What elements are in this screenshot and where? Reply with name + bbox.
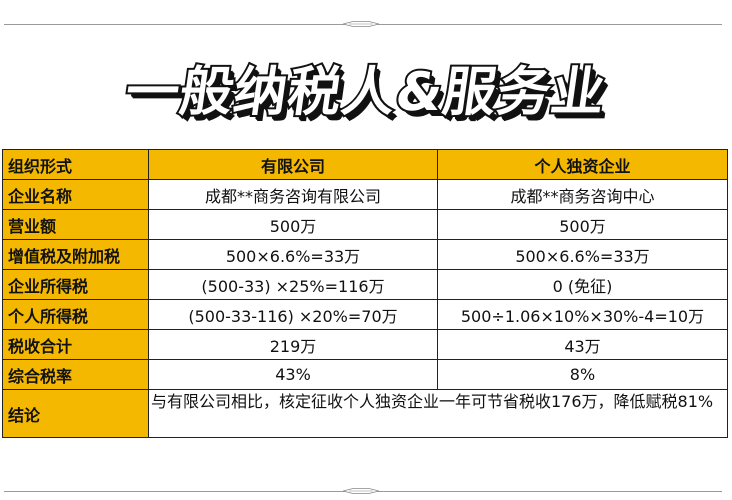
- table-row: 税收合计 219万 43万: [2, 329, 728, 360]
- row-label-cell: 企业所得税: [2, 269, 149, 300]
- row-label-cell: 税收合计: [2, 329, 149, 360]
- table-header-row: 组织形式 有限公司 个人独资企业: [2, 149, 728, 180]
- header-sole-proprietorship-cell: 个人独资企业: [437, 149, 728, 180]
- sole-proprietorship-cell: 8%: [437, 359, 728, 390]
- comparison-table: 组织形式 有限公司 个人独资企业 企业名称 成都**商务咨询有限公司 成都**商…: [2, 149, 728, 438]
- page-title-container: 一般纳税人&服务业: [0, 58, 732, 128]
- sole-proprietorship-cell: 0 (免征): [437, 269, 728, 300]
- limited-company-cell: 219万: [148, 329, 438, 360]
- sole-proprietorship-cell: 500万: [437, 209, 728, 240]
- sole-proprietorship-cell: 500÷1.06×10%×30%-4=10万: [437, 299, 728, 330]
- conclusion-label-cell: 结论: [2, 389, 149, 438]
- row-label-cell: 个人所得税: [2, 299, 149, 330]
- limited-company-cell: 500×6.6%=33万: [148, 239, 438, 270]
- row-label-cell: 营业额: [2, 209, 149, 240]
- sole-proprietorship-cell: 成都**商务咨询中心: [437, 179, 728, 210]
- row-label-cell: 综合税率: [2, 359, 149, 390]
- limited-company-cell: 成都**商务咨询有限公司: [148, 179, 438, 210]
- sole-proprietorship-cell: 43万: [437, 329, 728, 360]
- table-row: 个人所得税 (500-33-116) ×20%=70万 500÷1.06×10%…: [2, 299, 728, 330]
- table-row: 营业额 500万 500万: [2, 209, 728, 240]
- page-title: 一般纳税人&服务业: [120, 60, 612, 125]
- row-label-cell: 增值税及附加税: [2, 239, 149, 270]
- top-divider-ornament: [343, 21, 379, 27]
- table-row: 综合税率 43% 8%: [2, 359, 728, 390]
- table-row: 增值税及附加税 500×6.6%=33万 500×6.6%=33万: [2, 239, 728, 270]
- limited-company-cell: (500-33-116) ×20%=70万: [148, 299, 438, 330]
- row-label-cell: 企业名称: [2, 179, 149, 210]
- conclusion-text-cell: 与有限公司相比，核定征收个人独资企业一年可节省税收176万，降低赋税81%: [148, 389, 728, 438]
- sole-proprietorship-cell: 500×6.6%=33万: [437, 239, 728, 270]
- conclusion-row: 结论 与有限公司相比，核定征收个人独资企业一年可节省税收176万，降低赋税81%: [2, 389, 728, 438]
- header-limited-company-cell: 有限公司: [148, 149, 438, 180]
- limited-company-cell: 43%: [148, 359, 438, 390]
- table-row: 企业名称 成都**商务咨询有限公司 成都**商务咨询中心: [2, 179, 728, 210]
- header-label-cell: 组织形式: [2, 149, 149, 180]
- limited-company-cell: 500万: [148, 209, 438, 240]
- table-row: 企业所得税 (500-33) ×25%=116万 0 (免征): [2, 269, 728, 300]
- bottom-divider-ornament: [343, 488, 379, 494]
- limited-company-cell: (500-33) ×25%=116万: [148, 269, 438, 300]
